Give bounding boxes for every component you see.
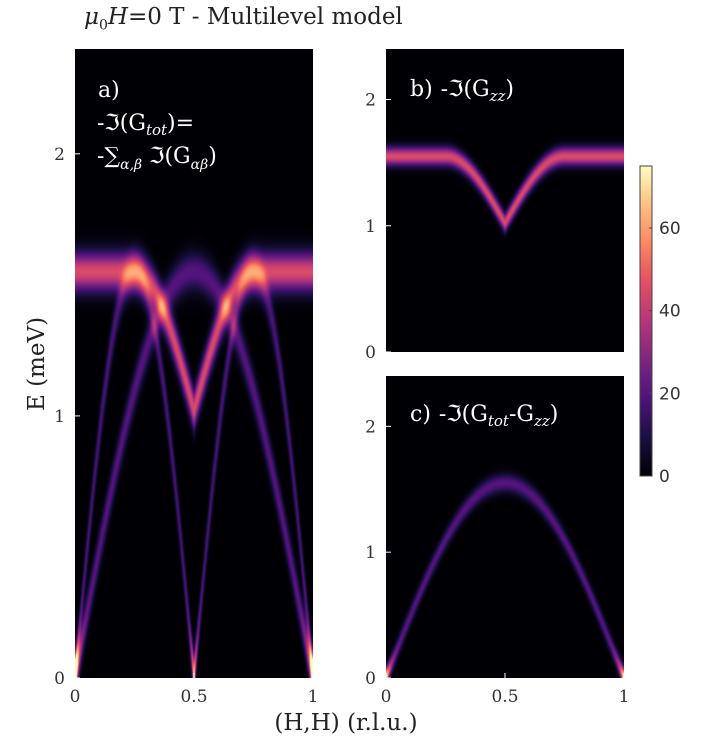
panel-b-ytick-label: 1 <box>365 217 376 237</box>
colorbar-tick-label: 60 <box>659 219 681 239</box>
colorbar-tick-label: 0 <box>659 467 670 487</box>
y-axis-label: E (meV) <box>24 317 50 411</box>
panel-label-c: c) -ℑ(Gtot-Gzz) <box>410 402 558 430</box>
panel-c-ytick-label: 2 <box>365 417 376 437</box>
panel-a-ytick-label: 0 <box>54 669 65 689</box>
x-axis-label: (H,H) (r.l.u.) <box>274 710 417 736</box>
panel-a-ytick-label: 2 <box>54 145 65 165</box>
panel-b-ytick-label: 0 <box>365 343 376 363</box>
panel-quantity-a-line2: -∑α,β ℑ(Gαβ) <box>97 144 217 173</box>
panel-a-xtick-label: 0 <box>70 687 81 707</box>
panel-quantity-a-line1: -ℑ(Gtot)= <box>97 111 194 139</box>
colorbar: 0 20 40 60 <box>639 165 681 487</box>
panel-a: 0 1 2 0 0.5 1 a) -ℑ(Gtot)= -∑α,β ℑ(Gαβ) <box>54 49 318 707</box>
colorbar-gradient <box>639 165 653 477</box>
heatmap-a <box>75 49 313 678</box>
panel-label-a: a) <box>98 78 120 103</box>
heatmap-b <box>386 49 624 352</box>
title-mu: μ <box>84 4 99 30</box>
panel-c-ytick-label: 0 <box>365 669 376 689</box>
colorbar-tick-label: 20 <box>659 384 681 404</box>
panel-c-xtick-label: 0.5 <box>491 687 518 707</box>
panel-c-xtick-label: 0 <box>381 687 392 707</box>
panel-a-xtick-label: 0.5 <box>180 687 207 707</box>
panel-c-ytick-label: 1 <box>365 543 376 563</box>
panel-b-ytick-label: 2 <box>365 91 376 111</box>
axes-c: 0 1 2 0 0.5 1 <box>365 417 629 707</box>
panel-a-ytick-label: 1 <box>54 407 65 427</box>
title-mu-subscript: 0 <box>98 17 108 34</box>
title-rest: =0 T - Multilevel model <box>127 4 403 30</box>
colorbar-tick-label: 40 <box>659 302 681 322</box>
panel-c-xtick-label: 1 <box>619 687 630 707</box>
colorbar-ticks: 0 20 40 60 <box>649 219 681 487</box>
axes-b: 0 1 2 <box>365 91 391 363</box>
panel-label-b: b) -ℑ(Gzz) <box>410 77 514 105</box>
figure-title: μ0H=0 T - Multilevel model <box>84 4 403 34</box>
heatmap-c <box>386 376 624 678</box>
panel-b: 0 1 2 b) -ℑ(Gzz) <box>365 49 624 363</box>
axes-a: 0 1 2 0 0.5 1 <box>54 145 318 707</box>
panel-c: 0 1 2 0 0.5 1 c) -ℑ(Gtot-Gzz) <box>365 376 629 707</box>
title-field: H <box>107 4 128 30</box>
panel-a-xtick-label: 1 <box>308 687 319 707</box>
